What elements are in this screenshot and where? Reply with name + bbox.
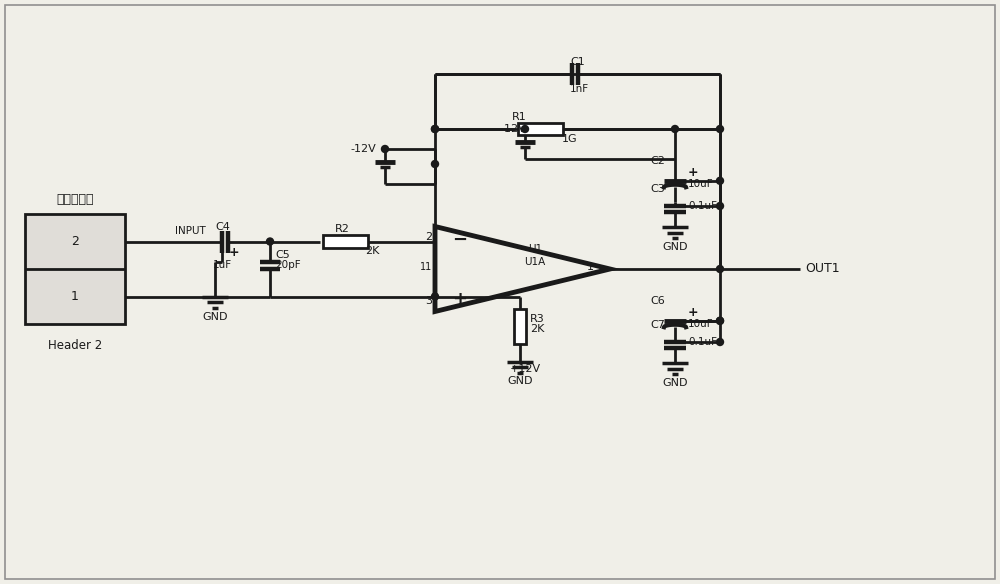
Circle shape bbox=[672, 126, 678, 133]
Circle shape bbox=[716, 126, 724, 133]
Text: 2: 2 bbox=[71, 235, 79, 248]
Text: C7: C7 bbox=[650, 320, 665, 330]
Circle shape bbox=[716, 266, 724, 273]
Text: +: + bbox=[452, 290, 468, 308]
Text: 0.1uF: 0.1uF bbox=[688, 201, 717, 211]
Text: GND: GND bbox=[202, 311, 228, 322]
Circle shape bbox=[432, 126, 438, 133]
Text: C6: C6 bbox=[650, 296, 665, 306]
Text: GND: GND bbox=[662, 242, 688, 252]
Text: 压电传感器: 压电传感器 bbox=[56, 193, 94, 206]
Text: 2: 2 bbox=[425, 231, 432, 242]
Text: R3: R3 bbox=[530, 315, 545, 325]
Bar bbox=[518, 123, 562, 135]
Circle shape bbox=[432, 293, 438, 300]
Text: 1uF: 1uF bbox=[213, 259, 232, 269]
Text: +: + bbox=[688, 166, 699, 179]
Text: C3: C3 bbox=[650, 184, 665, 194]
Circle shape bbox=[716, 317, 724, 324]
Text: 3: 3 bbox=[425, 297, 432, 307]
Text: 20pF: 20pF bbox=[275, 259, 301, 269]
Circle shape bbox=[716, 178, 724, 185]
Text: C5: C5 bbox=[275, 249, 290, 259]
Text: 10uF: 10uF bbox=[688, 319, 714, 329]
Text: 11: 11 bbox=[420, 262, 432, 272]
Circle shape bbox=[716, 203, 724, 210]
Text: 1: 1 bbox=[586, 262, 594, 272]
Text: Header 2: Header 2 bbox=[48, 339, 102, 352]
Circle shape bbox=[432, 161, 438, 168]
Text: U1A: U1A bbox=[524, 257, 546, 267]
Text: 1nF: 1nF bbox=[570, 84, 589, 94]
Text: C4: C4 bbox=[215, 223, 230, 232]
Text: +: + bbox=[688, 306, 699, 319]
Circle shape bbox=[716, 317, 724, 324]
Circle shape bbox=[522, 126, 528, 133]
Text: R2: R2 bbox=[335, 224, 350, 234]
Text: INPUT: INPUT bbox=[175, 225, 206, 235]
Text: U1: U1 bbox=[528, 244, 542, 254]
Circle shape bbox=[716, 339, 724, 346]
Bar bbox=[514, 309, 526, 344]
Text: 2K: 2K bbox=[365, 246, 379, 256]
Circle shape bbox=[432, 126, 438, 133]
Text: 10uF: 10uF bbox=[688, 179, 714, 189]
Text: −: − bbox=[452, 231, 468, 249]
Text: +: + bbox=[229, 246, 240, 259]
Text: R1: R1 bbox=[512, 112, 527, 122]
Circle shape bbox=[266, 238, 274, 245]
Bar bbox=[322, 235, 368, 248]
Text: C2: C2 bbox=[650, 156, 665, 166]
Text: 0.1uF: 0.1uF bbox=[688, 337, 717, 347]
Text: 2K: 2K bbox=[530, 325, 544, 335]
Text: -12V: -12V bbox=[500, 124, 526, 134]
Text: -12V: -12V bbox=[350, 144, 376, 154]
Text: +12V: +12V bbox=[509, 364, 541, 374]
Text: GND: GND bbox=[662, 378, 688, 388]
Circle shape bbox=[382, 145, 388, 152]
Text: GND: GND bbox=[507, 377, 533, 387]
Text: OUT1: OUT1 bbox=[805, 262, 840, 276]
Text: C1: C1 bbox=[570, 57, 585, 67]
Text: 1: 1 bbox=[71, 290, 79, 303]
Bar bbox=[25, 214, 125, 324]
Text: 1G: 1G bbox=[562, 134, 578, 144]
